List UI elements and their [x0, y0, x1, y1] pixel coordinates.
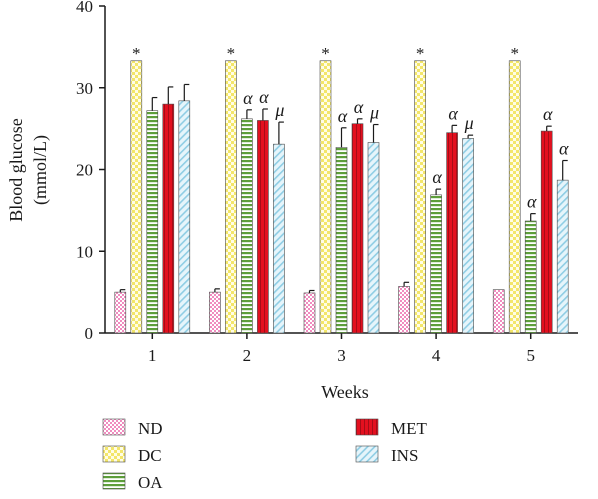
- legend-label-oa: OA: [138, 473, 163, 492]
- legend-label-nd: ND: [138, 419, 163, 438]
- bar-nd: [303, 292, 316, 334]
- bar-oa: [524, 220, 537, 334]
- bar-dc: [319, 60, 332, 334]
- bar-oa: [241, 118, 253, 334]
- bar-met: [257, 120, 269, 334]
- bar-ins: [273, 143, 285, 334]
- bar-met: [446, 132, 458, 334]
- y-tick-label: 10: [76, 242, 93, 261]
- x-ticks: 1 2 3 4 5: [148, 333, 535, 365]
- legend-swatch-dc: [102, 445, 126, 463]
- legend-swatch-ins: [355, 445, 379, 463]
- bar-oa: [146, 110, 159, 334]
- legend-label-met: MET: [391, 419, 428, 438]
- y-tick-label: 30: [76, 79, 93, 98]
- bar-nd: [114, 291, 127, 334]
- legend-label-dc: DC: [138, 446, 162, 465]
- x-tick-label: 3: [337, 346, 346, 365]
- x-tick-label: 2: [243, 346, 252, 365]
- x-axis-title: Weeks: [321, 382, 369, 402]
- significance-mark: α: [354, 97, 364, 117]
- bar-dc: [508, 60, 521, 334]
- bars: [114, 60, 569, 334]
- bar-oa: [335, 147, 348, 334]
- bar-met: [540, 130, 553, 334]
- significance-mark: *: [132, 44, 141, 63]
- y-tick-label: 20: [76, 161, 93, 180]
- x-tick-label: 4: [432, 346, 441, 365]
- y-tick-label: 40: [76, 0, 93, 16]
- significance-mark: α: [432, 167, 442, 187]
- bar-met: [351, 123, 364, 334]
- bar-dc: [414, 60, 426, 334]
- x-tick-label: 1: [148, 346, 157, 365]
- bar-ins: [462, 138, 474, 334]
- bar-dc: [225, 60, 237, 334]
- legend-swatch-nd: [102, 418, 126, 436]
- y-axis-title-line2: (mmol/L): [30, 135, 51, 205]
- x-tick-label: 5: [526, 346, 535, 365]
- significance-mark: μ: [274, 100, 284, 120]
- significance-mark: *: [416, 44, 425, 63]
- legend-swatch-met: [355, 418, 379, 436]
- error-bars: [119, 83, 568, 293]
- significance-mark: μ: [369, 103, 379, 123]
- significance-mark: α: [543, 104, 553, 124]
- significance-mark: α: [338, 106, 348, 126]
- bar-nd: [492, 289, 505, 334]
- annotations: * *α αμ*α α μ*αα μ*ααα: [132, 44, 569, 212]
- significance-mark: *: [227, 44, 236, 63]
- significance-mark: *: [510, 44, 519, 63]
- legend-swatch-oa: [102, 472, 126, 490]
- y-tick-label: 0: [85, 324, 94, 343]
- bar-nd: [398, 286, 410, 334]
- y-ticks: 0 10 20 30 40: [76, 0, 105, 343]
- bar-ins: [556, 179, 569, 334]
- bar-ins: [178, 100, 191, 334]
- significance-mark: μ: [464, 113, 474, 133]
- bar-oa: [430, 194, 442, 334]
- bar-met: [162, 103, 175, 334]
- significance-mark: α: [448, 103, 458, 123]
- legend: ND DC OA MET INS: [102, 418, 428, 492]
- significance-mark: α: [527, 192, 537, 212]
- legend-label-ins: INS: [391, 446, 418, 465]
- bar-nd: [209, 291, 221, 334]
- bar-dc: [130, 60, 143, 334]
- significance-mark: α: [559, 139, 569, 159]
- significance-mark: α: [259, 87, 269, 107]
- y-axis-title-line1: Blood glucose: [6, 118, 26, 222]
- significance-mark: *: [321, 44, 330, 63]
- significance-mark: α: [243, 88, 253, 108]
- bar-ins: [367, 142, 380, 334]
